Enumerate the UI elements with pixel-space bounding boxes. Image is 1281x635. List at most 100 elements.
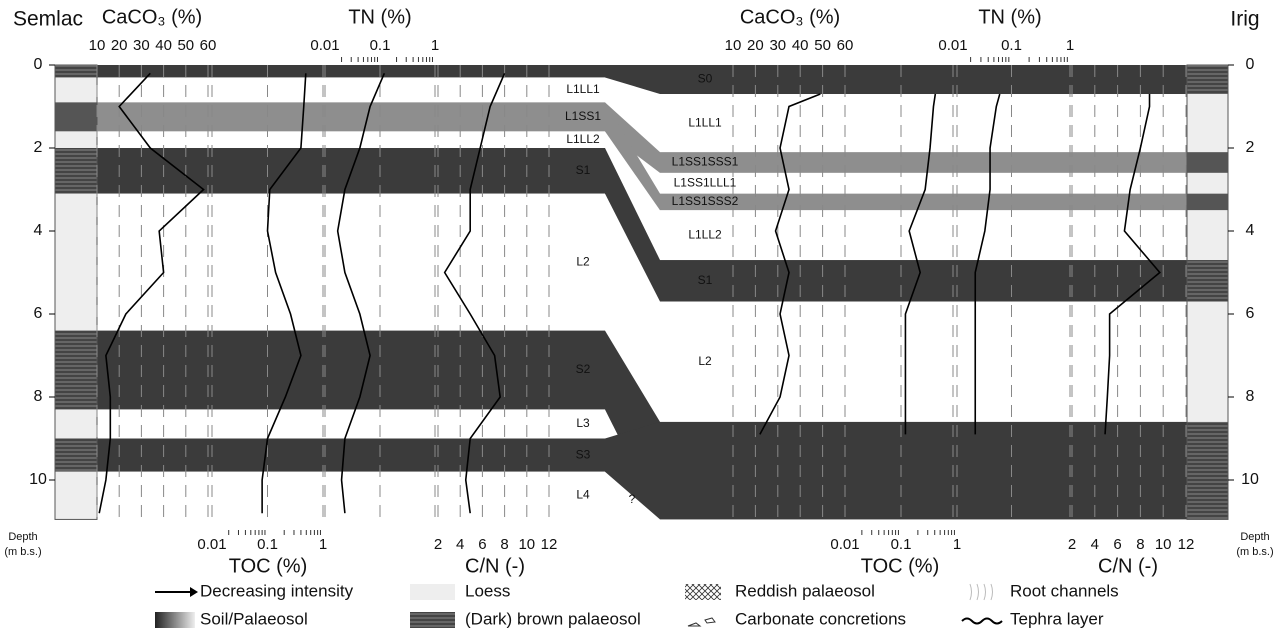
- tick-label: 50: [177, 37, 194, 54]
- tick-label: 0.1: [891, 536, 912, 553]
- unit-band: [97, 77, 605, 102]
- tick-label: 30: [769, 37, 786, 54]
- unit-band: [660, 194, 1187, 211]
- unit-band: [97, 102, 605, 131]
- axis-title: C/N (-): [465, 555, 525, 577]
- depth-tick-label: 2: [34, 139, 43, 156]
- axis-title: TN (%): [348, 6, 411, 28]
- tick-label: 0.1: [1001, 37, 1022, 54]
- unit-label: L4: [576, 488, 590, 502]
- unit-band: [97, 409, 605, 438]
- unit-band: [97, 194, 605, 331]
- unit-band: [97, 331, 605, 410]
- lithology: [1187, 302, 1228, 422]
- unit-band: [97, 439, 605, 472]
- depth-tick-label: 2: [1246, 139, 1255, 156]
- tick-label: 20: [747, 37, 764, 54]
- tick-label: 6: [478, 536, 486, 553]
- lithology: [1187, 152, 1228, 173]
- legend-swatch: [685, 584, 721, 600]
- lithology: [55, 194, 97, 331]
- unit-label: L2: [576, 254, 590, 268]
- unit-band: [660, 94, 1187, 152]
- unit-label: L1SS1SSS1: [672, 155, 739, 169]
- site-name: Irig: [1230, 8, 1259, 31]
- depth-label: Depth: [8, 531, 37, 543]
- axis-title: CaCO₃ (%): [102, 6, 202, 28]
- depth-tick-label: 8: [1246, 388, 1255, 405]
- lithology: [55, 439, 97, 472]
- tick-label: 50: [814, 37, 831, 54]
- tick-label: 30: [133, 37, 150, 54]
- tick-label: 4: [1091, 536, 1099, 553]
- unit-label: S1: [698, 273, 713, 287]
- tick-label: 20: [111, 37, 128, 54]
- unit-label: L1SS1LLL1: [674, 175, 737, 189]
- tick-label: 10: [1155, 536, 1172, 553]
- axis-title: TN (%): [978, 6, 1041, 28]
- unit-label: L3: [576, 416, 590, 430]
- lithology: [55, 65, 97, 77]
- lithology: [55, 148, 97, 194]
- tick-label: 0.01: [197, 536, 226, 553]
- depth-tick-label: 6: [34, 305, 43, 322]
- unit-label: S3: [576, 447, 591, 461]
- unit-band: [660, 210, 1187, 260]
- lithology: [1187, 65, 1228, 94]
- unit-label: L1LL2: [566, 132, 600, 146]
- tick-label: 10: [89, 37, 106, 54]
- unit-band: [97, 131, 605, 148]
- tick-label: 6: [1113, 536, 1121, 553]
- tick-label: 12: [1178, 536, 1195, 553]
- unit-connector: [605, 148, 660, 302]
- depth-tick-label: 0: [1246, 56, 1255, 73]
- legend-label: (Dark) brown palaeosol: [465, 609, 641, 628]
- figure: CaCO₃ (%)102030405060TN (%)0.010.11TOC (…: [0, 0, 1281, 635]
- legend-swatch: [688, 618, 715, 626]
- unit-label: S0: [698, 72, 713, 86]
- tick-label: 40: [155, 37, 172, 54]
- depth-tick-label: 4: [1246, 222, 1255, 239]
- tick-label: 2: [1068, 536, 1076, 553]
- unit-label: L2: [698, 354, 712, 368]
- tick-label: 1: [953, 536, 961, 553]
- note: ?: [629, 492, 636, 506]
- legend-label: Reddish palaeosol: [735, 581, 875, 600]
- depth-label: Depth: [1240, 531, 1269, 543]
- tick-label: 8: [500, 536, 508, 553]
- tick-label: 0.01: [830, 536, 859, 553]
- axis-title: TOC (%): [229, 555, 308, 577]
- lithology: [1187, 210, 1228, 260]
- site-name: Semlac: [13, 8, 83, 31]
- unit-band: [660, 152, 1187, 173]
- axis-title: CaCO₃ (%): [740, 6, 840, 28]
- unit-label: L1LL1: [688, 115, 722, 129]
- depth-unit: (m b.s.): [4, 546, 41, 558]
- tick-label: 60: [837, 37, 854, 54]
- unit-band: [660, 260, 1187, 302]
- tick-label: 10: [725, 37, 742, 54]
- tick-label: 12: [541, 536, 558, 553]
- unit-band: [97, 65, 605, 77]
- depth-tick-label: 10: [29, 471, 47, 488]
- legend-swatch: [410, 584, 455, 600]
- unit-label: L1LL2: [688, 227, 722, 241]
- legend-label: Soil/Palaeosol: [200, 609, 308, 628]
- lithology: [1187, 94, 1228, 152]
- legend-label: Tephra layer: [1010, 609, 1104, 628]
- lithology: [1187, 260, 1228, 302]
- tick-label: 40: [792, 37, 809, 54]
- depth-unit: (m b.s.): [1236, 546, 1273, 558]
- lithology: [55, 102, 97, 131]
- axis-title: TOC (%): [861, 555, 940, 577]
- lithology: [1187, 194, 1228, 211]
- legend-swatch: [155, 612, 195, 628]
- unit-label: S2: [576, 362, 591, 376]
- legend-label: Decreasing intensity: [200, 581, 354, 600]
- tick-label: 10: [518, 536, 535, 553]
- tick-label: 1: [431, 37, 439, 54]
- tick-label: 0.1: [370, 37, 391, 54]
- tick-label: 1: [319, 536, 327, 553]
- depth-tick-label: 4: [34, 222, 43, 239]
- legend-swatch: [962, 619, 1002, 624]
